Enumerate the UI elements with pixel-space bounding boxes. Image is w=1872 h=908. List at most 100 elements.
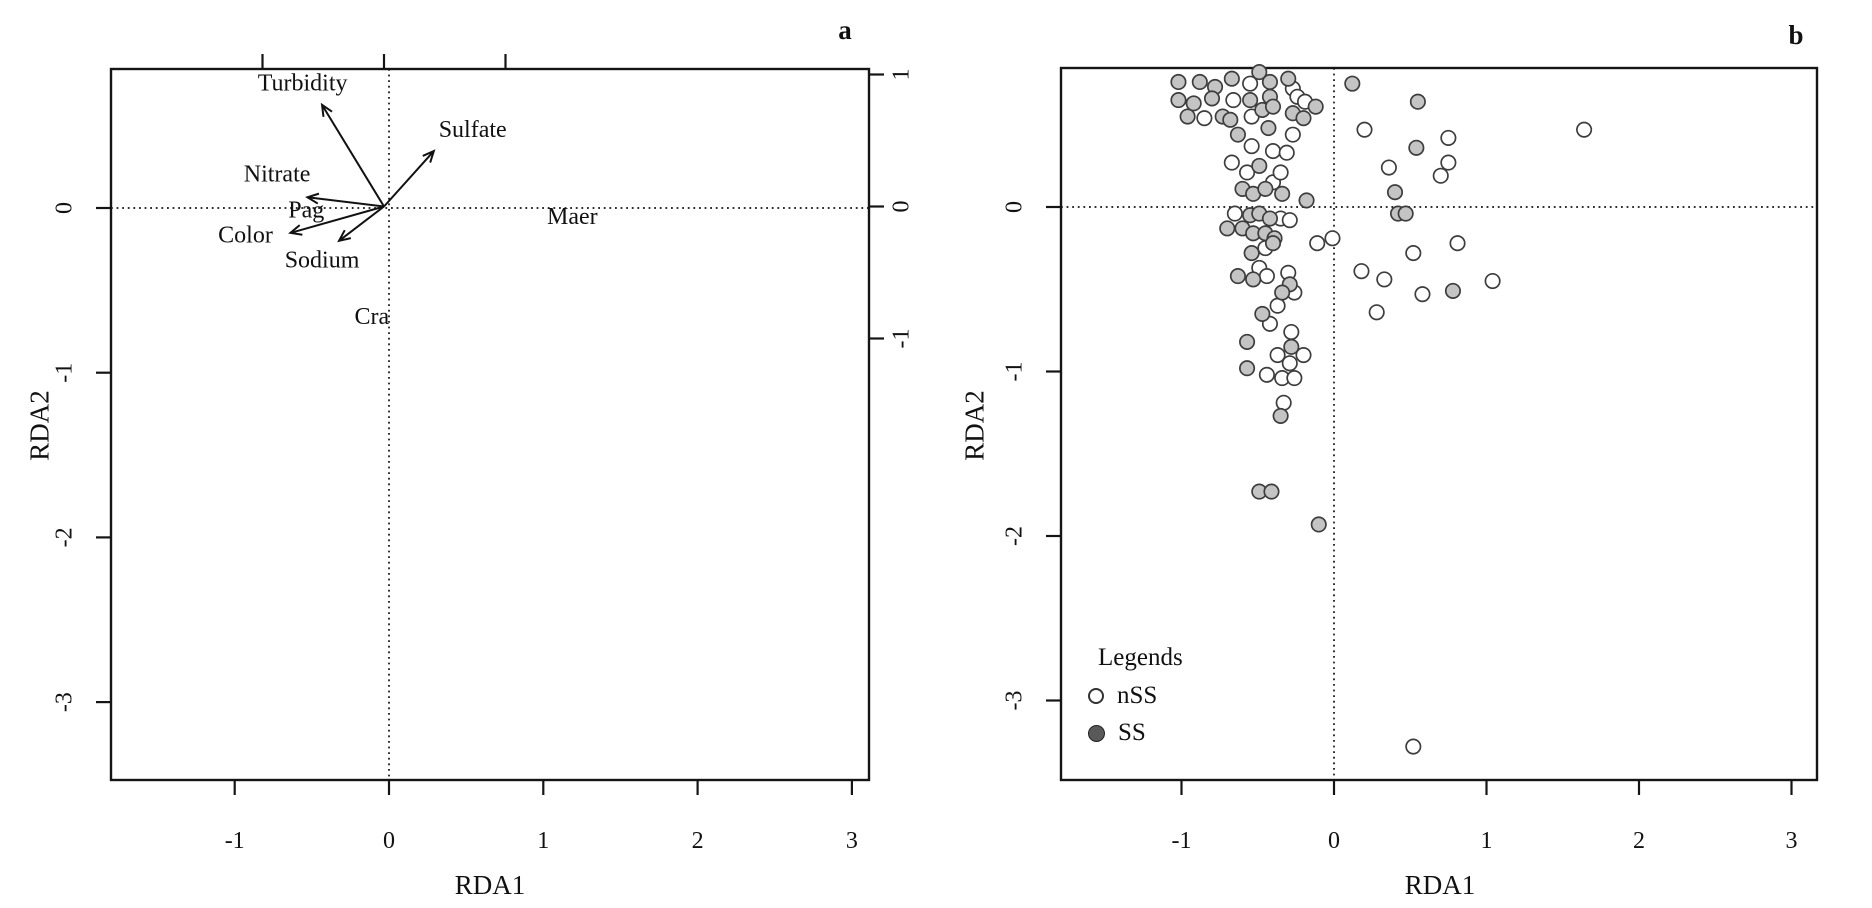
data-point-nss: [1368, 304, 1385, 321]
data-point-ss: [1242, 92, 1259, 109]
y-tick-label: -2: [1002, 526, 1028, 546]
data-point-ss: [1274, 185, 1291, 202]
legend: Legends nSS SS: [1088, 644, 1183, 746]
data-point-ss: [1280, 70, 1297, 87]
data-point-ss: [1185, 95, 1202, 112]
data-point-nss: [1272, 164, 1289, 181]
data-point-ss: [1263, 483, 1280, 500]
data-point-nss: [1278, 144, 1295, 161]
data-point-nss: [1414, 286, 1431, 303]
data-point-ss: [1295, 110, 1312, 127]
x-tick-label: 1: [1481, 828, 1493, 854]
data-point-ss: [1261, 73, 1278, 91]
panel-a-letter: a: [838, 15, 852, 45]
right-tick-label: -1: [889, 329, 915, 349]
data-point-nss: [1484, 272, 1501, 290]
data-point-nss: [1281, 212, 1298, 229]
data-point-nss: [1324, 230, 1341, 247]
data-point-ss: [1239, 360, 1256, 377]
data-point-ss: [1179, 108, 1196, 125]
data-point-ss: [1264, 98, 1282, 115]
data-point-nss: [1281, 355, 1298, 372]
env-arrow-turbidity: [320, 102, 385, 208]
data-point-ss: [1274, 284, 1291, 301]
env-arrow-label-color: Color: [218, 222, 273, 248]
data-point-ss: [1222, 111, 1239, 128]
panel-a-xaxis-title: RDA1: [454, 870, 526, 900]
data-point-nss: [1405, 738, 1422, 755]
env-arrow-sulfate: [383, 149, 436, 208]
data-point-nss: [1380, 159, 1397, 176]
open-circle-icon: [1088, 688, 1104, 704]
data-point-nss: [1283, 323, 1300, 341]
data-point-nss: [1275, 394, 1292, 411]
y-tick-label: 0: [1002, 201, 1028, 213]
data-point-ss: [1170, 92, 1187, 109]
env-arrow-label-sulfate: Sulfate: [439, 117, 507, 143]
data-point-ss: [1219, 220, 1236, 237]
data-point-ss: [1239, 333, 1256, 350]
data-point-ss: [1283, 338, 1300, 355]
data-point-nss: [1223, 154, 1240, 171]
data-point-ss: [1298, 192, 1315, 209]
data-point-ss: [1229, 268, 1246, 285]
data-point-nss: [1226, 205, 1243, 222]
x-tick-label: 0: [383, 828, 395, 854]
x-tick-label: 2: [1633, 828, 1645, 854]
data-point-nss: [1264, 143, 1282, 160]
data-point-ss: [1272, 407, 1289, 424]
x-tick-label: -1: [225, 828, 245, 854]
data-point-ss: [1409, 93, 1426, 110]
y-tick-label: -3: [1002, 691, 1028, 711]
data-point-nss: [1356, 121, 1373, 138]
legend-item-nss: nSS: [1088, 682, 1183, 709]
data-point-ss: [1397, 205, 1414, 222]
right-tick-label: 0: [889, 201, 915, 213]
data-point-ss: [1254, 305, 1271, 322]
legend-item-label: nSS: [1117, 682, 1158, 709]
data-point-ss: [1243, 245, 1260, 262]
data-point-ss: [1408, 139, 1425, 156]
data-point-nss: [1243, 138, 1260, 155]
data-point-nss: [1269, 297, 1286, 314]
env-arrow-label-sodium: Sodium: [285, 247, 360, 273]
data-point-nss: [1405, 245, 1422, 262]
data-point-nss: [1284, 126, 1301, 143]
data-point-nss: [1376, 271, 1393, 288]
panel-b-letter: b: [1788, 20, 1804, 50]
y-tick-label: -3: [52, 692, 78, 712]
panel-a-yaxis-title: RDA2: [24, 390, 55, 461]
data-point-nss: [1239, 164, 1256, 181]
data-point-ss: [1307, 98, 1324, 115]
x-tick-label: 1: [537, 828, 549, 854]
species-label-pag: Pag: [288, 197, 324, 223]
panel-a-biplot: -1 0 1 2 3 0 -1 -2 -3 1 0 -1 Turbidity Sulfate Nitrate…: [52, 54, 915, 854]
y-tick-label: -2: [52, 527, 78, 547]
y-tick-label: 0: [52, 202, 78, 214]
legend-item-label: SS: [1118, 719, 1146, 746]
data-point-ss: [1260, 119, 1277, 137]
legend-item-ss: SS: [1088, 719, 1183, 746]
data-point-nss: [1440, 129, 1457, 146]
data-point-ss: [1264, 235, 1282, 252]
right-tick-label: 1: [889, 69, 915, 81]
data-point-ss: [1444, 282, 1461, 299]
panel-b-xaxis-title: RDA1: [1404, 870, 1476, 900]
legend-title: Legends: [1098, 644, 1183, 671]
data-point-nss: [1295, 346, 1312, 364]
data-point-ss: [1191, 73, 1208, 91]
data-point-nss: [1309, 235, 1326, 252]
data-point-nss: [1576, 121, 1593, 138]
data-point-ss: [1245, 271, 1262, 288]
data-point-nss: [1449, 235, 1466, 252]
x-tick-label: 2: [692, 828, 704, 854]
species-label-maer: Maer: [547, 204, 598, 230]
data-point-ss: [1310, 516, 1327, 533]
data-point-ss: [1251, 157, 1268, 174]
data-point-ss: [1386, 184, 1404, 201]
data-point-nss: [1258, 366, 1275, 383]
env-arrow-nitrate: [305, 192, 385, 208]
data-point-ss: [1223, 70, 1240, 87]
